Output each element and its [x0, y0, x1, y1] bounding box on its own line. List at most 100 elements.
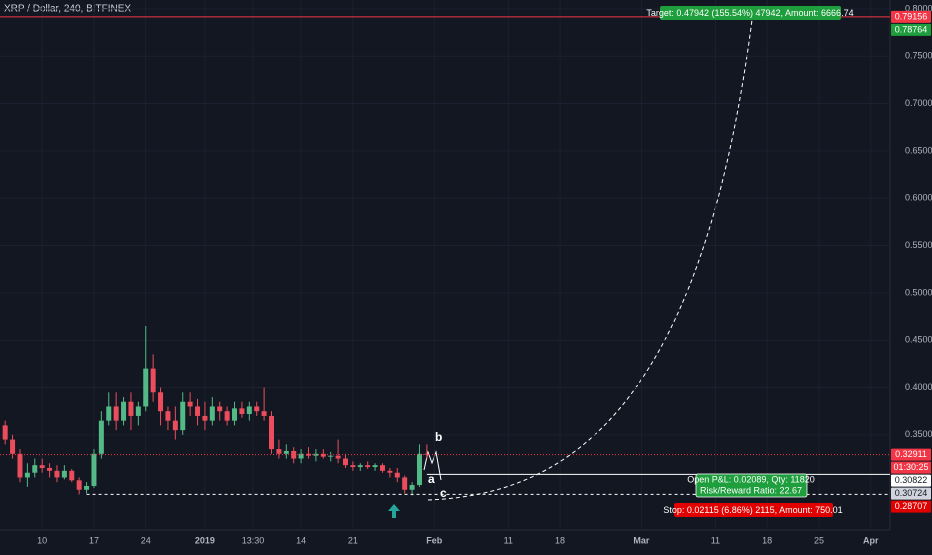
candle-body [202, 415, 208, 421]
plot [0, 0, 890, 530]
candle-body [416, 453, 422, 486]
wave-label: c [440, 486, 447, 500]
price-label: 0.32911 [895, 449, 927, 459]
candle-body [335, 455, 341, 459]
candle-body [276, 449, 282, 454]
candle-body [365, 465, 371, 468]
candle-body [61, 470, 67, 478]
candle-body [76, 480, 82, 490]
x-tick-label: Apr [863, 535, 879, 545]
candle-body [328, 455, 334, 457]
candle-body [320, 453, 326, 457]
candle-body [10, 439, 16, 454]
target-box [660, 6, 841, 20]
candle-body [350, 465, 356, 468]
pnl-text: Open P&L: 0.02089, Qty: 11820 [687, 474, 814, 484]
x-tick-label: 24 [141, 535, 151, 545]
candle-body [402, 477, 408, 490]
price-label-box [891, 474, 931, 487]
x-tick-label: 25 [814, 535, 824, 545]
candle-body [135, 406, 141, 416]
candle-body [158, 392, 164, 412]
candle-body [232, 408, 238, 421]
candle-body [209, 406, 215, 421]
x-tick-label: 13:30 [242, 535, 265, 545]
x-tick-label: Feb [426, 535, 443, 545]
candle-body [69, 470, 75, 481]
projection-curve [427, 19, 753, 501]
price-label-box [891, 487, 931, 500]
candle-body [379, 465, 385, 471]
candle-body [2, 425, 8, 440]
price-label: 0.30724 [895, 488, 928, 498]
price-label: 0.78764 [895, 24, 928, 34]
candle-body [91, 453, 97, 486]
candle-body [150, 368, 156, 393]
price-label-box [891, 448, 931, 461]
candle-body [84, 485, 90, 490]
candle-body [121, 401, 127, 421]
candle-body [128, 401, 134, 416]
candle-body [106, 406, 112, 421]
y-tick-label: 0.80000 [905, 3, 932, 13]
candle-body [113, 406, 119, 421]
x-tick-label: 10 [37, 535, 47, 545]
price-label: 0.79156 [895, 11, 928, 21]
candle-body [239, 408, 245, 415]
candle-body [261, 411, 267, 416]
candle-body [39, 465, 45, 468]
candle-body [32, 465, 38, 473]
x-tick-label: 17 [89, 535, 99, 545]
target-text: Target: 0.47942 (155.54%) 47942, Amount:… [646, 8, 853, 18]
wave-label: a [428, 472, 435, 486]
candle-body [143, 368, 149, 407]
candle-body [283, 450, 289, 454]
price-label: 0.28707 [895, 501, 928, 511]
pnl-box [695, 473, 808, 498]
x-tick-label: 21 [348, 535, 358, 545]
price-label-box [891, 23, 931, 36]
price-label: 0.30822 [895, 475, 928, 485]
x-tick-label: 11 [504, 535, 513, 545]
candle-body [172, 420, 178, 431]
candle-body [298, 453, 304, 459]
x-tick-label: 18 [762, 535, 772, 545]
candle-body [306, 453, 312, 456]
candle-body [24, 472, 30, 478]
candle-body [195, 406, 201, 416]
candle-body [187, 401, 193, 407]
countdown-box [891, 461, 931, 474]
candle-body [269, 415, 275, 450]
price-label-box [891, 500, 931, 513]
x-tick-label: Mar [633, 535, 650, 545]
arrow-up [388, 504, 400, 518]
candle-body [180, 401, 186, 431]
candle-body [254, 406, 260, 412]
candle-body [291, 450, 297, 459]
price-label-box [891, 10, 931, 23]
candle-body [246, 406, 252, 415]
candle-body [165, 411, 171, 421]
candle-body [357, 465, 363, 468]
stop-text: Stop: 0.02115 (6.86%) 2115, Amount: 750.… [663, 505, 842, 515]
countdown: 01:30:25 [893, 462, 928, 472]
ratio-text: Risk/Reward Ratio: 22.67 [700, 485, 802, 495]
candle-body [217, 406, 223, 412]
candle-body [47, 467, 53, 471]
x-tick-label: 2019 [195, 535, 215, 545]
x-tick-label: 18 [555, 535, 565, 545]
x-tick-label: 11 [711, 535, 720, 545]
candle-body [17, 453, 23, 478]
wave-label: b [435, 430, 442, 444]
candle-body [224, 411, 230, 421]
